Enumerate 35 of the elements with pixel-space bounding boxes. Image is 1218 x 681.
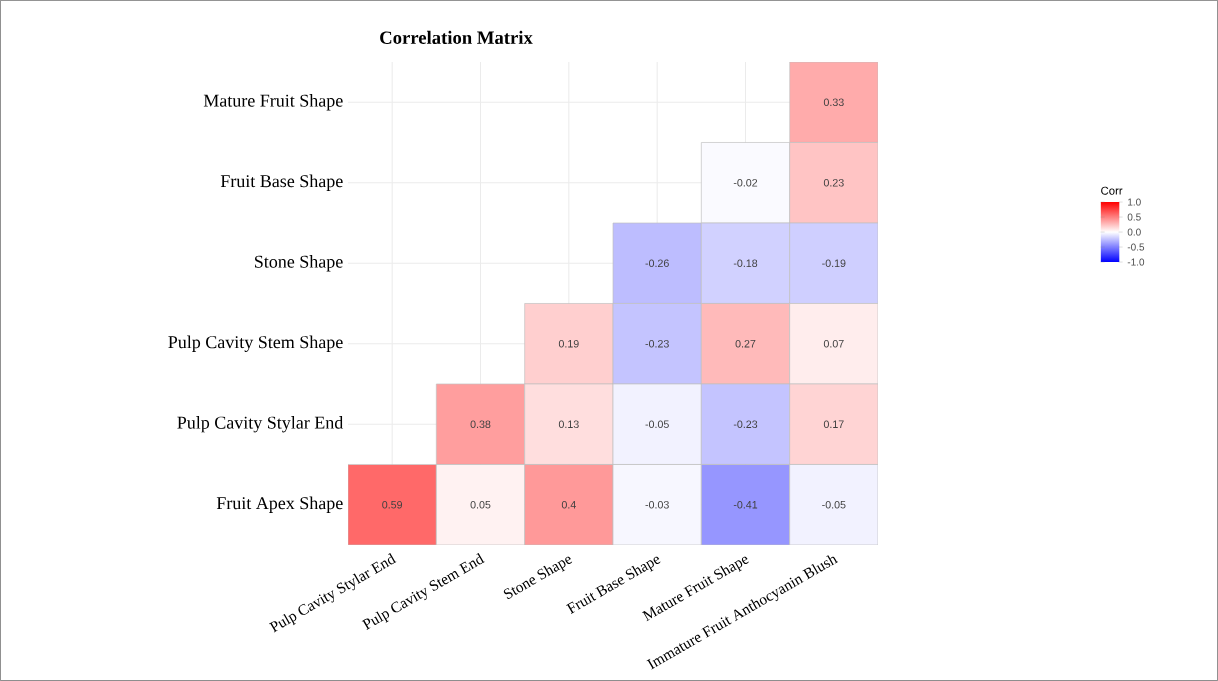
- y-tick-label: Stone Shape: [255, 255, 343, 272]
- data-label: -0.05: [822, 500, 846, 509]
- color-bar-title: Corr: [1101, 186, 1123, 195]
- y-tick-label: Pulp Cavity Stem Shape: [168, 335, 343, 352]
- data-label: -0.03: [645, 500, 669, 509]
- data-label: -0.18: [733, 259, 758, 268]
- color-bar-label: 0.0: [1127, 228, 1141, 236]
- data-label: 0.13: [558, 420, 579, 429]
- data-label: 0.19: [558, 339, 579, 348]
- x-tick-label: Stone Shape: [503, 556, 573, 600]
- data-label: -0.41: [733, 500, 758, 509]
- chart-title: Correlation Matrix: [380, 30, 533, 44]
- data-label: 0.59: [382, 500, 403, 509]
- color-bar-label: -1.0: [1127, 258, 1145, 266]
- data-label: -0.23: [733, 420, 758, 429]
- y-tick-label: Pulp Cavity Stylar End: [177, 416, 344, 433]
- data-label: -0.23: [645, 339, 669, 348]
- y-tick-label: Fruit Apex Shape: [216, 496, 343, 513]
- data-label: 0.23: [823, 178, 844, 187]
- data-label: 0.05: [470, 500, 491, 509]
- color-bar-label: 0.5: [1127, 213, 1141, 221]
- data-label: -0.02: [733, 178, 758, 187]
- y-tick-label: Fruit Base Shape: [220, 174, 343, 191]
- data-label: -0.19: [822, 259, 846, 268]
- y-tick-label: Mature Fruit Shape: [203, 94, 343, 111]
- data-label: 0.17: [823, 420, 844, 429]
- color-bar-label: -0.5: [1127, 243, 1145, 251]
- data-label: 0.33: [823, 98, 844, 107]
- data-label: 0.38: [470, 420, 491, 429]
- color-bar-label: 1.0: [1128, 198, 1141, 206]
- data-label: 0.27: [735, 339, 756, 348]
- data-label: -0.05: [645, 420, 669, 429]
- data-label: -0.26: [645, 259, 669, 268]
- data-label: 0.07: [823, 339, 844, 348]
- data-label: 0.4: [561, 500, 576, 509]
